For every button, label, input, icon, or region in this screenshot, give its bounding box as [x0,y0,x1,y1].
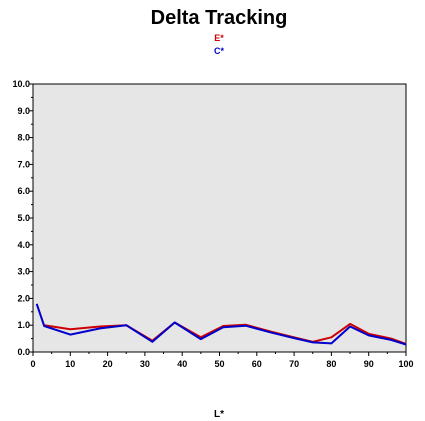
series-lines [35,303,407,346]
x-tick-label: 60 [252,359,262,369]
plot-area [32,83,407,353]
y-tick-label: 8.0 [17,133,30,143]
y-tick-label: 4.0 [17,240,30,250]
y-tick-label: 1.0 [17,320,30,330]
x-tick-label: 70 [289,359,299,369]
y-tick-label: 0.0 [17,347,30,357]
y-tick-label: 9.0 [17,106,30,116]
legend-entry-e: E* [214,33,224,43]
x-tick-label: 10 [65,359,75,369]
x-tick-label: 90 [364,359,374,369]
y-tick-label: 6.0 [17,186,30,196]
y-tick-label: 7.0 [17,159,30,169]
y-tick-label: 3.0 [17,267,30,277]
x-tick-label: 80 [326,359,336,369]
legend: E* C* [214,33,224,56]
chart-title: Delta Tracking [151,7,288,29]
y-tick-label: 2.0 [17,293,30,303]
x-tick-label: 50 [214,359,224,369]
x-tick-label: 20 [103,359,113,369]
legend-entry-c: C* [214,46,224,56]
x-tick-label: 30 [140,359,150,369]
series-line-c [35,303,407,346]
x-axis: 0 10 20 30 40 50 60 70 80 90 100 [30,352,414,369]
x-tick-label: 40 [177,359,187,369]
x-axis-label: L* [214,409,224,420]
y-axis: 0.0 1.0 2.0 3.0 4.0 5.0 6.0 7.0 8.0 9.0 10.0 [12,79,33,357]
x-tick-label: 100 [398,359,413,369]
y-tick-label: 10.0 [12,79,30,89]
x-tick-label: 0 [30,359,35,369]
y-tick-label: 5.0 [17,213,30,223]
